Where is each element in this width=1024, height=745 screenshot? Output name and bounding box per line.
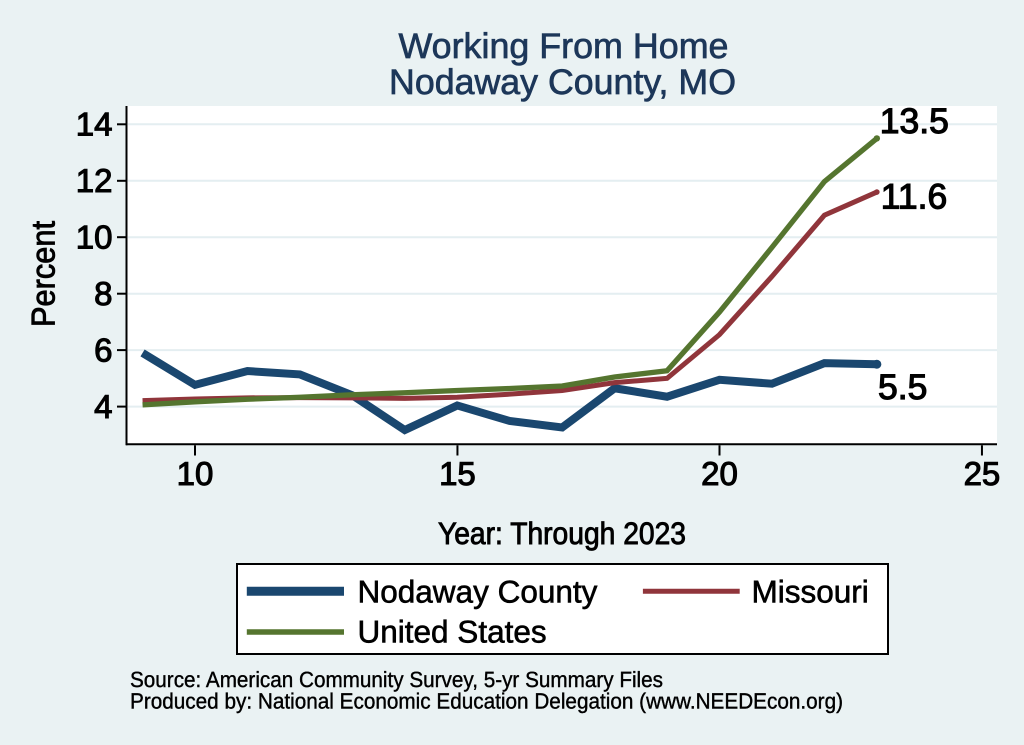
- svg-text:Missouri: Missouri: [752, 574, 869, 610]
- svg-text:14: 14: [76, 106, 113, 143]
- svg-text:Source: American Community Sur: Source: American Community Survey, 5-yr …: [130, 667, 663, 692]
- svg-text:4: 4: [94, 388, 112, 425]
- svg-text:25: 25: [964, 455, 1001, 492]
- svg-text:Year: Through 2023: Year: Through 2023: [438, 516, 686, 551]
- svg-text:10: 10: [177, 455, 214, 492]
- svg-text:5.5: 5.5: [878, 367, 927, 407]
- svg-text:13.5: 13.5: [880, 101, 949, 141]
- svg-text:12: 12: [76, 162, 113, 199]
- svg-text:Percent: Percent: [25, 221, 62, 327]
- svg-text:8: 8: [94, 275, 112, 312]
- svg-text:6: 6: [94, 331, 112, 368]
- svg-text:10: 10: [76, 219, 113, 256]
- svg-text:11.6: 11.6: [881, 177, 947, 217]
- svg-text:Produced by: National Economic: Produced by: National Economic Education…: [130, 689, 843, 714]
- svg-text:Nodaway County, MO: Nodaway County, MO: [389, 62, 736, 102]
- svg-text:United States: United States: [358, 614, 547, 650]
- svg-text:15: 15: [439, 455, 476, 492]
- svg-text:Nodaway County: Nodaway County: [358, 574, 598, 610]
- svg-text:20: 20: [701, 455, 738, 492]
- svg-text:Working From Home: Working From Home: [399, 26, 729, 66]
